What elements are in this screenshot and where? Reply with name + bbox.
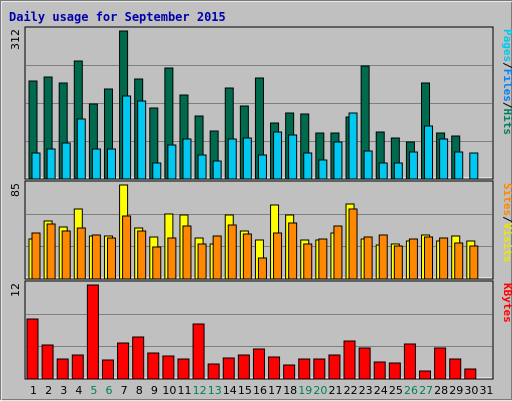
x-tick-label: 7 xyxy=(121,384,128,397)
x-tick-label: 10 xyxy=(162,384,176,397)
legend-entry: Visits xyxy=(501,223,512,263)
legend: Sites/Visits xyxy=(501,183,512,263)
y-max-label: 12 xyxy=(9,283,22,297)
x-tick-label: 17 xyxy=(268,384,282,397)
x-tick-label: 9 xyxy=(151,384,158,397)
x-tick-label: 4 xyxy=(75,384,82,397)
legend-entry: Hits xyxy=(501,109,512,136)
legend-entry: Pages xyxy=(501,29,512,62)
x-tick-label: 22 xyxy=(344,384,358,397)
chart-title: Daily usage for September 2015 xyxy=(9,10,226,24)
y-max-label: 312 xyxy=(9,29,22,50)
x-tick-label: 6 xyxy=(106,384,113,397)
x-tick-label: 28 xyxy=(434,384,448,397)
legend: KBytes xyxy=(501,283,512,323)
legend: Pages/Files/Hits xyxy=(501,29,512,135)
panel-hits_files: 312 Pages/Files/Hits xyxy=(9,27,512,179)
x-tick-label: 11 xyxy=(178,384,192,397)
legend-entry: KBytes xyxy=(501,283,512,323)
x-tick-label: 19 xyxy=(298,384,312,397)
x-tick-label: 13 xyxy=(208,384,222,397)
x-tick-label: 31 xyxy=(479,384,493,397)
x-tick-label: 5 xyxy=(90,384,97,397)
x-tick-label: 26 xyxy=(404,384,418,397)
panel-kbytes: 12 KBytes xyxy=(9,281,512,379)
x-tick-label: 24 xyxy=(374,384,388,397)
x-tick-label: 25 xyxy=(389,384,403,397)
x-tick-label: 21 xyxy=(328,384,342,397)
x-tick-label: 23 xyxy=(359,384,373,397)
x-tick-label: 18 xyxy=(283,384,297,397)
x-tick-label: 12 xyxy=(193,384,207,397)
x-tick-label: 27 xyxy=(419,384,433,397)
x-tick-label: 15 xyxy=(238,384,252,397)
legend-entry: Files xyxy=(501,69,512,102)
x-tick-label: 1 xyxy=(30,384,37,397)
x-tick-label: 14 xyxy=(223,384,237,397)
x-tick-label: 30 xyxy=(464,384,478,397)
x-tick-label: 16 xyxy=(253,384,267,397)
x-tick-label: 29 xyxy=(449,384,463,397)
x-tick-label: 20 xyxy=(313,384,327,397)
legend-entry: Sites xyxy=(501,183,512,216)
panel-visits_sites: 85 Sites/Visits xyxy=(9,181,512,279)
x-tick-label: 8 xyxy=(136,384,143,397)
x-tick-label: 2 xyxy=(45,384,52,397)
y-max-label: 85 xyxy=(9,183,22,197)
x-tick-label: 3 xyxy=(60,384,67,397)
